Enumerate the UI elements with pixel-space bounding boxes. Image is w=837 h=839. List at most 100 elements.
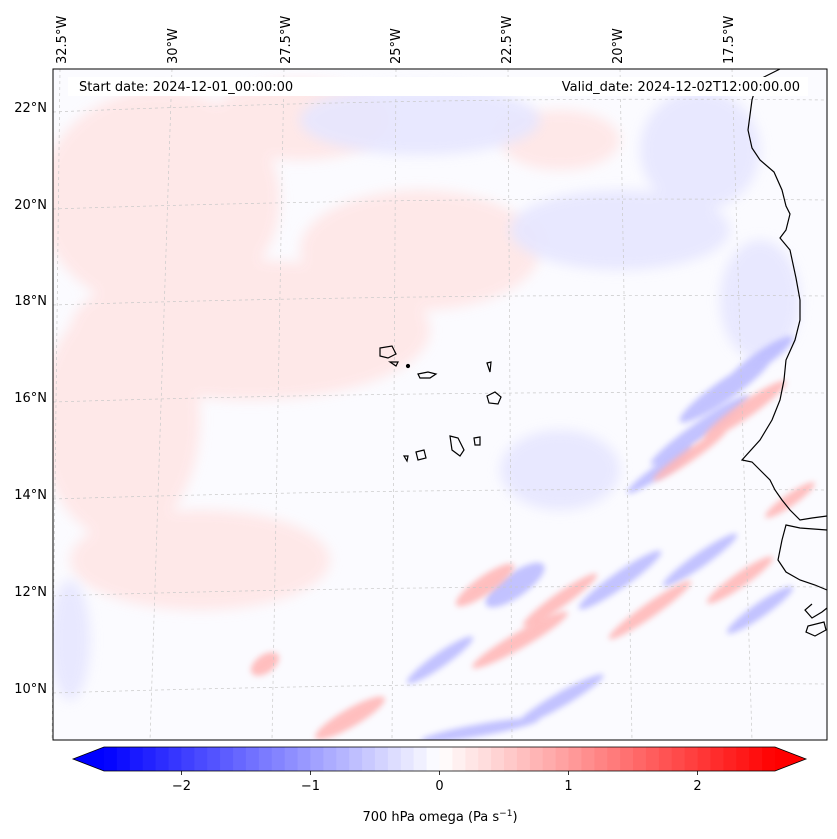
lat-label: 12°N xyxy=(14,585,47,600)
colorbar-step xyxy=(142,747,157,771)
cape-verde-brava xyxy=(402,455,409,463)
colorbar-step xyxy=(671,747,686,771)
colorbar-step xyxy=(155,747,170,771)
colorbar-ticks: −2 −1 0 1 2 xyxy=(172,771,702,794)
colorbar-step xyxy=(439,747,453,771)
colorbar-step xyxy=(633,747,647,771)
colorbar-label-main: 700 hPa omega (Pa s xyxy=(362,810,499,825)
colorbar-step xyxy=(710,747,724,771)
colorbar-tick-label: −1 xyxy=(301,779,320,794)
colorbar-label: 700 hPa omega (Pa s−1) xyxy=(362,809,517,825)
colorbar-step xyxy=(684,747,699,771)
colorbar-step xyxy=(749,747,763,771)
colorbar-step xyxy=(387,747,402,771)
lat-label: 10°N xyxy=(14,682,47,697)
lon-label: 25°W xyxy=(389,28,404,64)
colorbar-step xyxy=(400,747,415,771)
colorbar-step xyxy=(336,747,350,771)
lon-label: 22.5°W xyxy=(500,16,515,64)
colorbar-step xyxy=(697,747,712,771)
longitude-labels: 32.5°W 30°W 27.5°W 25°W 22.5°W 20°W 17.5… xyxy=(55,16,737,64)
coastlines xyxy=(379,68,828,637)
colorbar-step xyxy=(284,747,299,771)
omega-field xyxy=(53,80,815,740)
colorbar-step xyxy=(258,747,273,771)
lat-label: 14°N xyxy=(14,488,47,503)
colorbar-step xyxy=(478,747,492,771)
colorbar-label-close: ) xyxy=(512,810,517,825)
colorbar-steps xyxy=(104,747,776,771)
colorbar-step xyxy=(529,747,544,771)
colorbar-step xyxy=(491,747,505,771)
colorbar-step xyxy=(181,747,195,771)
valid-date-label: Valid_date: 2024-12-02T12:00:00.00 xyxy=(562,80,800,95)
lat-label: 18°N xyxy=(14,294,47,309)
colorbar-tick-label: 1 xyxy=(564,779,572,794)
omega-bands-positive xyxy=(250,380,815,740)
lon-label: 20°W xyxy=(611,28,626,64)
omega-bands-negative xyxy=(406,336,794,740)
colorbar-step xyxy=(594,747,608,771)
colorbar-step xyxy=(220,747,234,771)
colorbar-outline xyxy=(71,746,808,772)
lat-label: 20°N xyxy=(14,198,47,213)
colorbar-step xyxy=(607,747,621,771)
cape-verde-sao-vicente xyxy=(388,361,399,367)
bijagos-2 xyxy=(805,621,827,637)
colorbar-step xyxy=(504,747,518,771)
colorbar-tick-label: 0 xyxy=(435,779,443,794)
cape-verde-boa-vista xyxy=(486,391,502,405)
african-coast xyxy=(740,68,828,521)
lat-label: 16°N xyxy=(14,391,47,406)
colorbar-step xyxy=(620,747,634,771)
colorbar-step xyxy=(349,747,363,771)
colorbar-step xyxy=(297,747,312,771)
colorbar-extend-min xyxy=(73,747,104,771)
map-frame xyxy=(52,68,828,741)
lon-label: 30°W xyxy=(166,28,181,64)
colorbar-step xyxy=(374,747,389,771)
colorbar-step xyxy=(413,747,428,771)
colorbar-step xyxy=(362,747,376,771)
colorbar-step xyxy=(736,747,750,771)
colorbar-step xyxy=(245,747,260,771)
graticule xyxy=(51,68,828,741)
colorbar-step xyxy=(762,747,776,771)
colorbar-step xyxy=(194,747,208,771)
colorbar-step xyxy=(645,747,660,771)
colorbar-label-exponent: −1 xyxy=(499,809,512,819)
lon-label: 27.5°W xyxy=(279,16,294,64)
senegal-gambia-coast xyxy=(777,524,828,591)
colorbar-step xyxy=(233,747,247,771)
cape-verde-maio xyxy=(473,436,481,446)
cape-verde-fogo xyxy=(415,449,427,461)
omega-negative-broad xyxy=(53,85,800,700)
colorbar-step xyxy=(129,747,144,771)
colorbar-step xyxy=(555,747,570,771)
colorbar-step xyxy=(168,747,183,771)
colorbar-step xyxy=(516,747,531,771)
colorbar-step xyxy=(207,747,221,771)
colorbar-step xyxy=(542,747,557,771)
date-banner xyxy=(68,77,808,96)
colorbar-step xyxy=(104,747,118,771)
colorbar-step xyxy=(116,747,131,771)
colorbar-step xyxy=(310,747,324,771)
colorbar-step xyxy=(465,747,479,771)
lat-label: 22°N xyxy=(14,101,47,116)
colorbar-tick-label: −2 xyxy=(172,779,191,794)
cape-verde-sal xyxy=(486,361,492,373)
colorbar-step xyxy=(323,747,337,771)
colorbar-extend-max xyxy=(775,747,806,771)
cape-verde-santiago xyxy=(449,435,465,457)
colorbar-step xyxy=(581,747,595,771)
colorbar-step xyxy=(568,747,583,771)
start-date-label: Start date: 2024-12-01_00:00:00 xyxy=(79,80,293,95)
colorbar-step xyxy=(426,747,441,771)
colorbar-step xyxy=(452,747,466,771)
lon-label: 32.5°W xyxy=(55,16,70,64)
colorbar: −2 −1 0 1 2 700 hPa omega (Pa s−1) xyxy=(71,746,808,825)
bijagos-coast xyxy=(804,603,828,619)
colorbar-step xyxy=(658,747,673,771)
